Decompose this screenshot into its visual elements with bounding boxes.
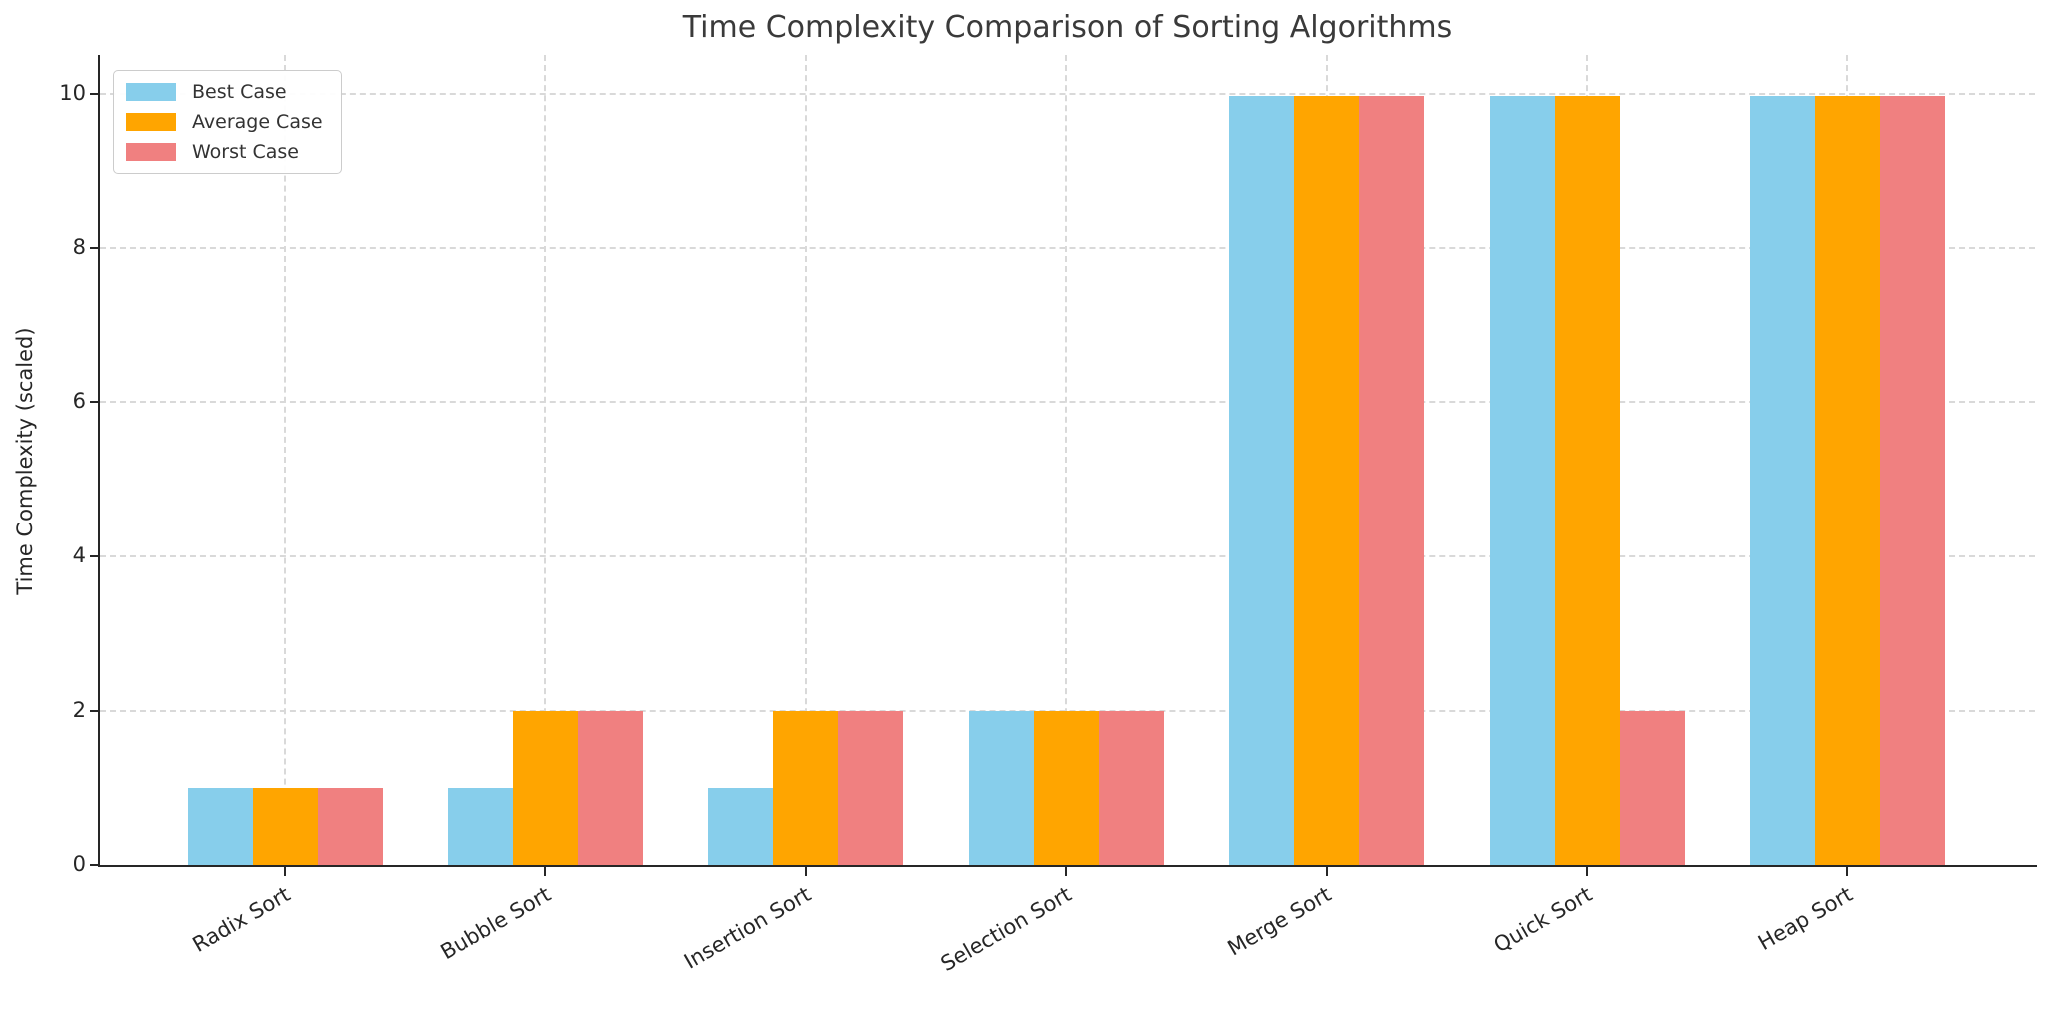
x-tick-label: Selection Sort (936, 882, 1076, 977)
x-axis-spine (98, 865, 2037, 867)
bar-best-case (1749, 95, 1815, 865)
y-tick-label: 2 (72, 697, 86, 722)
bar-average-case (1033, 710, 1099, 865)
bar-best-case (447, 787, 513, 865)
x-gridline (284, 55, 286, 865)
y-tick-mark (90, 709, 100, 712)
bar-best-case (968, 710, 1034, 865)
x-tick-mark (1586, 867, 1588, 876)
bar-average-case (252, 787, 318, 865)
legend-item: Worst Case (126, 141, 323, 163)
bar-best-case (1489, 95, 1555, 865)
bar-worst-case (577, 710, 643, 865)
y-gridline (100, 92, 2035, 95)
x-tick-mark (1846, 867, 1849, 876)
y-tick-label: 4 (72, 543, 86, 568)
y-tick-mark (90, 92, 100, 95)
x-tick-mark (284, 867, 286, 876)
y-gridline (100, 246, 2035, 249)
x-tick-mark (1325, 867, 1328, 876)
y-tick-mark (90, 246, 100, 249)
x-tick-label: Heap Sort (1753, 882, 1857, 956)
legend-item: Best Case (126, 81, 323, 103)
chart-title: Time Complexity Comparison of Sorting Al… (682, 10, 1453, 45)
bar-best-case (187, 787, 253, 865)
bar-worst-case (1098, 710, 1164, 865)
y-tick-mark (90, 864, 100, 866)
x-tick-mark (804, 867, 807, 876)
legend-item: Average Case (126, 111, 323, 133)
x-gridline (544, 55, 547, 865)
bar-worst-case (838, 710, 904, 865)
y-gridline (100, 555, 2035, 558)
bar-worst-case (1619, 710, 1685, 865)
y-axis-title: Time Complexity (scaled) (13, 327, 37, 595)
legend-swatch-average-case (126, 113, 176, 131)
legend: Best Case Average Case Worst Case (113, 70, 342, 174)
y-axis-spine (98, 55, 100, 867)
bar-average-case (773, 710, 839, 865)
y-gridline (100, 401, 2035, 404)
bar-best-case (708, 787, 774, 865)
x-tick-label: Bubble Sort (436, 882, 555, 965)
y-tick-mark (90, 401, 100, 404)
x-tick-label: Insertion Sort (679, 882, 815, 974)
legend-swatch-best-case (126, 83, 176, 101)
bar-average-case (512, 710, 578, 865)
x-tick-label: Merge Sort (1223, 882, 1336, 961)
legend-label: Average Case (192, 111, 323, 133)
bar-worst-case (1359, 95, 1425, 865)
bar-worst-case (317, 787, 383, 865)
bar-best-case (1229, 95, 1295, 865)
bar-worst-case (1879, 95, 1945, 865)
x-tick-label: Quick Sort (1489, 882, 1596, 958)
x-tick-mark (544, 867, 547, 876)
x-gridline (1065, 55, 1068, 865)
bar-average-case (1554, 95, 1620, 865)
legend-label: Worst Case (192, 141, 299, 163)
bar-average-case (1294, 95, 1360, 865)
y-tick-label: 10 (59, 80, 86, 105)
y-tick-label: 8 (72, 234, 86, 259)
bar-average-case (1814, 95, 1880, 865)
y-tick-label: 6 (72, 389, 86, 414)
y-tick-label: 0 (72, 852, 86, 876)
x-gridline (804, 55, 807, 865)
y-tick-mark (90, 555, 100, 558)
x-tick-label: Radix Sort (188, 882, 294, 957)
x-tick-mark (1065, 867, 1068, 876)
legend-swatch-worst-case (126, 143, 176, 161)
legend-label: Best Case (192, 81, 287, 103)
